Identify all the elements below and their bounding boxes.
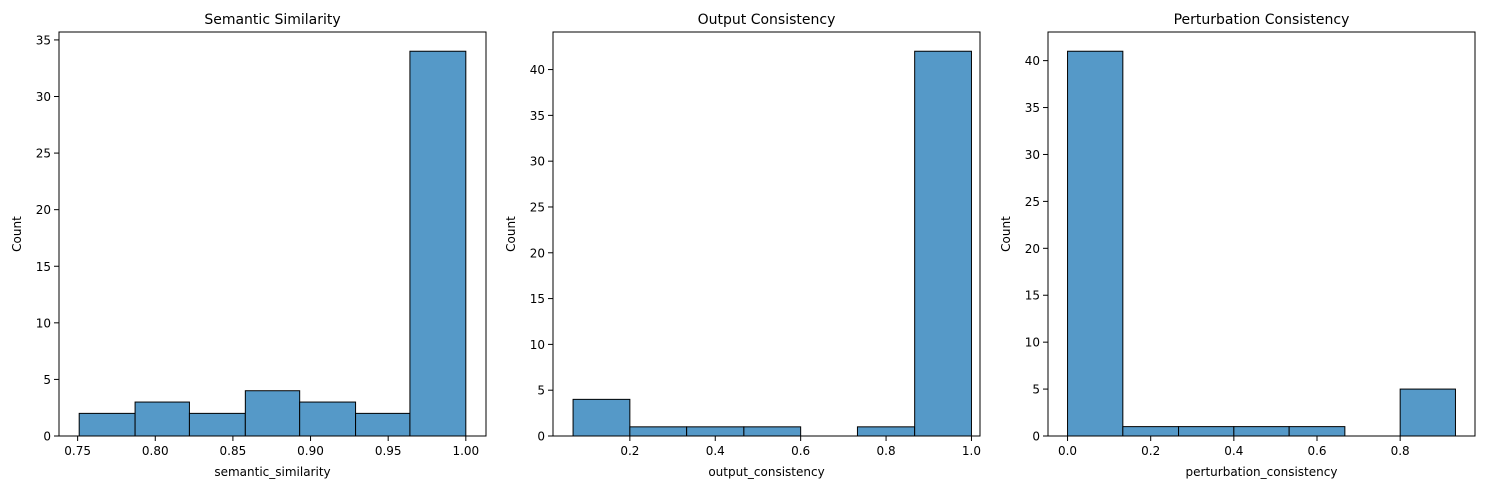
y-tick-label: 30 xyxy=(36,90,51,104)
x-tick-label: 1.0 xyxy=(962,444,981,458)
chart-title: Output Consistency xyxy=(698,12,836,28)
y-tick-label: 20 xyxy=(1025,242,1040,256)
histogram-bar xyxy=(1288,426,1346,437)
x-tick-label: 0.4 xyxy=(706,444,725,458)
x-tick-label: 0.2 xyxy=(620,444,639,458)
histogram-bar xyxy=(1067,50,1124,437)
histogram-bar xyxy=(686,426,745,437)
x-axis-label: output_consistency xyxy=(708,465,824,479)
histogram-bar xyxy=(743,426,802,437)
y-tick-label: 40 xyxy=(530,63,545,77)
x-tick-label: 1.00 xyxy=(452,444,479,458)
y-tick-label: 10 xyxy=(36,316,51,330)
histogram-bar xyxy=(244,390,301,437)
y-axis-label: Count xyxy=(999,216,1013,252)
y-tick-label: 25 xyxy=(1025,195,1040,209)
x-tick-label: 0.2 xyxy=(1141,444,1160,458)
histogram-bar xyxy=(299,401,357,437)
x-tick-label: 0.0 xyxy=(1058,444,1077,458)
y-tick-label: 35 xyxy=(1025,101,1040,115)
y-tick-label: 25 xyxy=(530,200,545,214)
x-tick-label: 0.85 xyxy=(220,444,247,458)
x-tick-label: 0.8 xyxy=(1391,444,1410,458)
y-tick-label: 5 xyxy=(43,373,51,387)
axes-frame xyxy=(552,31,981,437)
y-tick-label: 25 xyxy=(36,147,51,161)
y-tick-label: 15 xyxy=(36,260,51,274)
y-tick-label: 10 xyxy=(1025,336,1040,350)
histogram-bar xyxy=(409,50,467,437)
y-axis-label: Count xyxy=(504,216,518,252)
histogram-bar xyxy=(355,412,411,437)
x-tick-label: 0.6 xyxy=(791,444,810,458)
y-tick-label: 0 xyxy=(1032,430,1040,444)
y-tick-label: 30 xyxy=(530,155,545,169)
x-tick-label: 0.80 xyxy=(142,444,169,458)
histogram-bar xyxy=(1178,426,1235,437)
axes-frame xyxy=(58,31,487,437)
chart-0: 0.75 0.80 0.85 0.90 0.95 1.00 0 5 10 15 20 25 30 35 Se… xyxy=(10,12,487,479)
y-tick-label: 0 xyxy=(43,430,51,444)
histogram-bar xyxy=(134,401,190,437)
chart-2: 0.0 0.2 0.4 0.6 0.8 0 5 10 15 20 25 30 35 40 Perturbat… xyxy=(999,12,1476,479)
x-axis-label: perturbation_consistency xyxy=(1186,465,1338,479)
y-tick-label: 10 xyxy=(530,338,545,352)
chart-title: Semantic Similarity xyxy=(204,12,340,28)
axes-frame xyxy=(1047,31,1476,437)
x-tick-label: 0.8 xyxy=(877,444,896,458)
histogram-bar xyxy=(188,412,246,437)
histogram-bar xyxy=(914,50,972,437)
histogram-bar xyxy=(1233,426,1290,437)
y-tick-label: 20 xyxy=(36,203,51,217)
histogram-bar xyxy=(629,426,688,437)
histogram-bar xyxy=(78,412,136,437)
histogram-bar xyxy=(1399,388,1456,437)
y-tick-label: 20 xyxy=(530,246,545,260)
x-tick-label: 0.6 xyxy=(1307,444,1326,458)
x-tick-label: 0.4 xyxy=(1224,444,1243,458)
y-tick-label: 35 xyxy=(36,33,51,47)
y-tick-label: 35 xyxy=(530,109,545,123)
x-tick-label: 0.95 xyxy=(375,444,402,458)
y-tick-label: 15 xyxy=(530,292,545,306)
y-axis-label: Count xyxy=(10,216,24,252)
x-tick-label: 0.90 xyxy=(297,444,324,458)
y-tick-label: 5 xyxy=(1032,383,1040,397)
y-tick-label: 40 xyxy=(1025,54,1040,68)
chart-title: Perturbation Consistency xyxy=(1174,12,1350,28)
histogram-bar xyxy=(1122,426,1180,437)
y-tick-label: 5 xyxy=(537,384,545,398)
histogram-bar xyxy=(572,398,631,437)
y-tick-label: 30 xyxy=(1025,148,1040,162)
y-tick-label: 0 xyxy=(537,430,545,444)
x-tick-label: 0.75 xyxy=(64,444,91,458)
y-tick-label: 15 xyxy=(1025,289,1040,303)
chart-1: 0.2 0.4 0.6 0.8 1.0 0 5 10 15 20 25 30 35 40 Output Co… xyxy=(504,12,981,479)
x-axis-label: semantic_similarity xyxy=(214,465,330,479)
histogram-bar xyxy=(856,426,916,437)
